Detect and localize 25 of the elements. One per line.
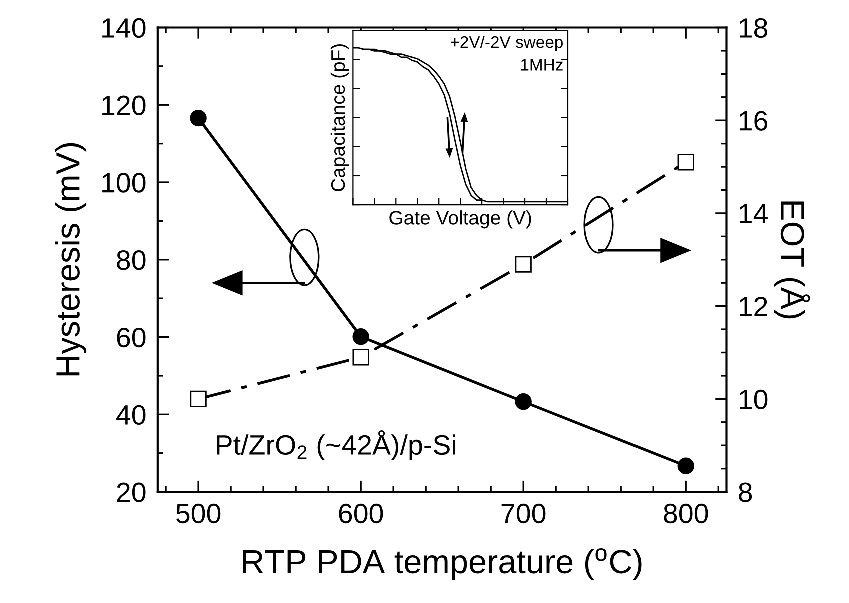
y-axis-title: Capacitance (pF) xyxy=(330,44,350,192)
y2-tick-label: 16 xyxy=(740,111,768,131)
y2-tick-label: 10 xyxy=(740,390,768,410)
y-tick-label: 60 xyxy=(117,328,146,348)
y2-tick-label: 18 xyxy=(740,18,768,38)
x-axis-title: RTP PDA temperature ($^{o}$C) xyxy=(243,548,642,580)
annotation: +2V/-2V sweep xyxy=(451,36,563,52)
annotation: 1MHz xyxy=(521,59,563,71)
y2-tick-label: 8 xyxy=(739,482,752,502)
x-axis-title: Gate Voltage (V) xyxy=(390,210,532,229)
annotation: Pt/ZrO$_{2}$ (~42Å)/p-Si xyxy=(217,430,456,461)
y-tick-label: 80 xyxy=(117,250,146,270)
x-tick-label: 500 xyxy=(176,504,221,524)
x-tick-label: 800 xyxy=(664,504,708,524)
y2-tick-label: 14 xyxy=(740,204,768,224)
x-tick-label: 600 xyxy=(339,504,384,524)
y2-tick-label: 12 xyxy=(740,296,768,316)
y-tick-label: 140 xyxy=(102,18,146,38)
y-tick-label: 20 xyxy=(117,482,146,502)
x-tick-label: 700 xyxy=(502,504,546,524)
y2-axis-title: EOT (Å) xyxy=(774,202,810,319)
y-tick-label: 100 xyxy=(102,173,146,193)
y-tick-label: 120 xyxy=(102,96,146,116)
y-axis-title: Hysteresis (mV) xyxy=(56,143,87,376)
y-tick-label: 40 xyxy=(116,405,146,425)
